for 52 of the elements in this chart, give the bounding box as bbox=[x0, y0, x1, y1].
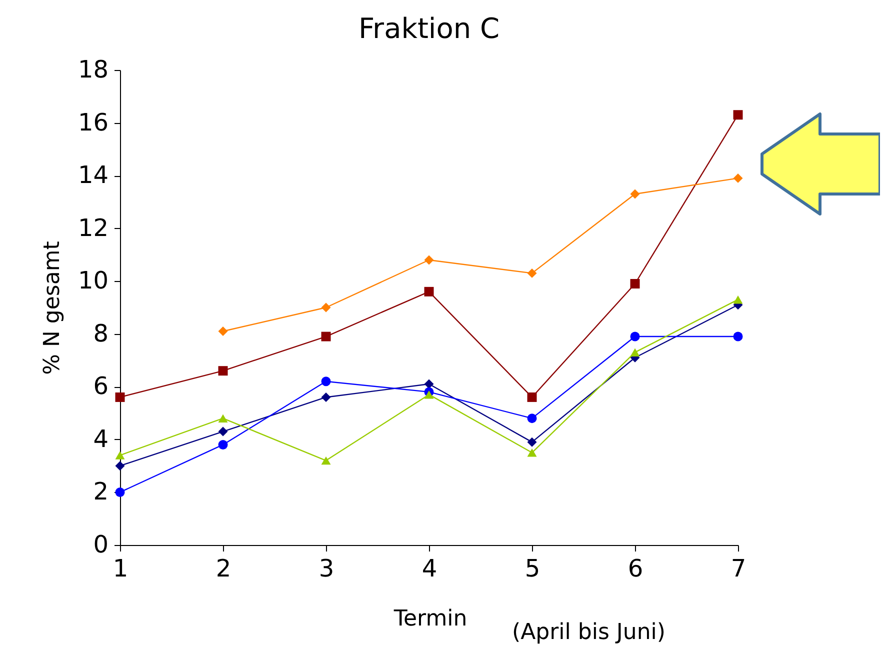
point bbox=[424, 379, 434, 389]
point bbox=[630, 348, 640, 356]
point bbox=[733, 110, 743, 120]
y-tick-label: 8 bbox=[93, 319, 108, 348]
point bbox=[115, 461, 125, 471]
x-tick-label: 3 bbox=[318, 554, 334, 582]
point bbox=[630, 279, 640, 288]
point bbox=[527, 437, 537, 447]
y-tick-label: 18 bbox=[78, 56, 108, 84]
text: (April bis Juni) bbox=[512, 620, 666, 645]
point bbox=[630, 332, 640, 342]
x-tick-label: 1 bbox=[112, 554, 128, 582]
point bbox=[424, 255, 434, 265]
point bbox=[733, 332, 743, 342]
point bbox=[527, 268, 537, 278]
x-axis-title: Termin bbox=[392, 606, 468, 632]
y-tick-label: 10 bbox=[78, 266, 108, 295]
point bbox=[115, 392, 125, 402]
y-axis-title: % N gesamt bbox=[40, 240, 65, 375]
point bbox=[424, 286, 434, 296]
point bbox=[218, 326, 228, 336]
x-tick-label: 5 bbox=[524, 554, 540, 582]
y-tick-label: 14 bbox=[78, 161, 108, 190]
y-tick-label: 2 bbox=[93, 478, 108, 506]
point bbox=[218, 440, 228, 450]
x-tick-label: 2 bbox=[216, 554, 232, 582]
point bbox=[527, 392, 537, 402]
y-tick-label: 0 bbox=[93, 530, 108, 558]
point bbox=[630, 189, 640, 199]
point bbox=[321, 456, 331, 465]
point bbox=[321, 392, 331, 402]
point bbox=[733, 295, 743, 304]
y-tick-label: 12 bbox=[78, 214, 108, 242]
point bbox=[218, 426, 228, 436]
y-tick-label: 4 bbox=[93, 424, 108, 453]
x-tick-label: 7 bbox=[730, 554, 746, 582]
point bbox=[321, 376, 331, 386]
point bbox=[527, 414, 537, 424]
y-tick-label: 6 bbox=[93, 372, 108, 400]
x-tick-label: 4 bbox=[422, 554, 438, 582]
point bbox=[733, 173, 743, 183]
point bbox=[321, 302, 331, 312]
x-tick-label: 6 bbox=[628, 554, 644, 582]
point bbox=[424, 390, 434, 399]
point bbox=[218, 366, 228, 376]
point bbox=[115, 451, 125, 460]
chart-title: Fraktion C bbox=[358, 12, 500, 45]
point bbox=[218, 414, 228, 422]
point bbox=[527, 448, 537, 457]
y-tick-label: 16 bbox=[78, 108, 108, 136]
point bbox=[321, 332, 331, 342]
point bbox=[115, 487, 125, 497]
